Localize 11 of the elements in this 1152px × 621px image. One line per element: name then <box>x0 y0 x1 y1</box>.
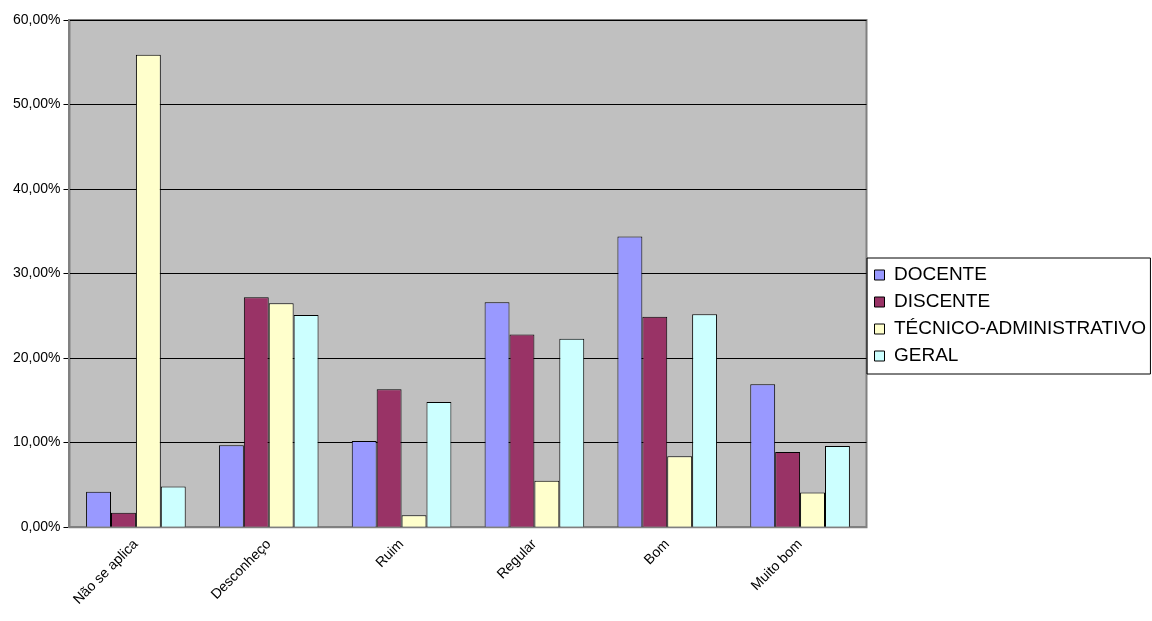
legend-label: GERAL <box>894 344 959 366</box>
y-tick-label: 40,00% <box>13 179 61 196</box>
y-tick-label: 50,00% <box>13 95 61 112</box>
y-tick-label: 20,00% <box>13 348 61 365</box>
y-tick-label: 0,00% <box>20 518 61 534</box>
legend-label: DOCENTE <box>894 263 987 285</box>
y-tick-label: 10,00% <box>13 433 61 450</box>
legend-label: DISCENTE <box>894 290 991 312</box>
y-tick-label: 30,00% <box>13 264 61 281</box>
y-tick-label: 60,00% <box>13 10 61 27</box>
legend-label: TÉCNICO-ADMINISTRATIVO <box>894 317 1146 339</box>
